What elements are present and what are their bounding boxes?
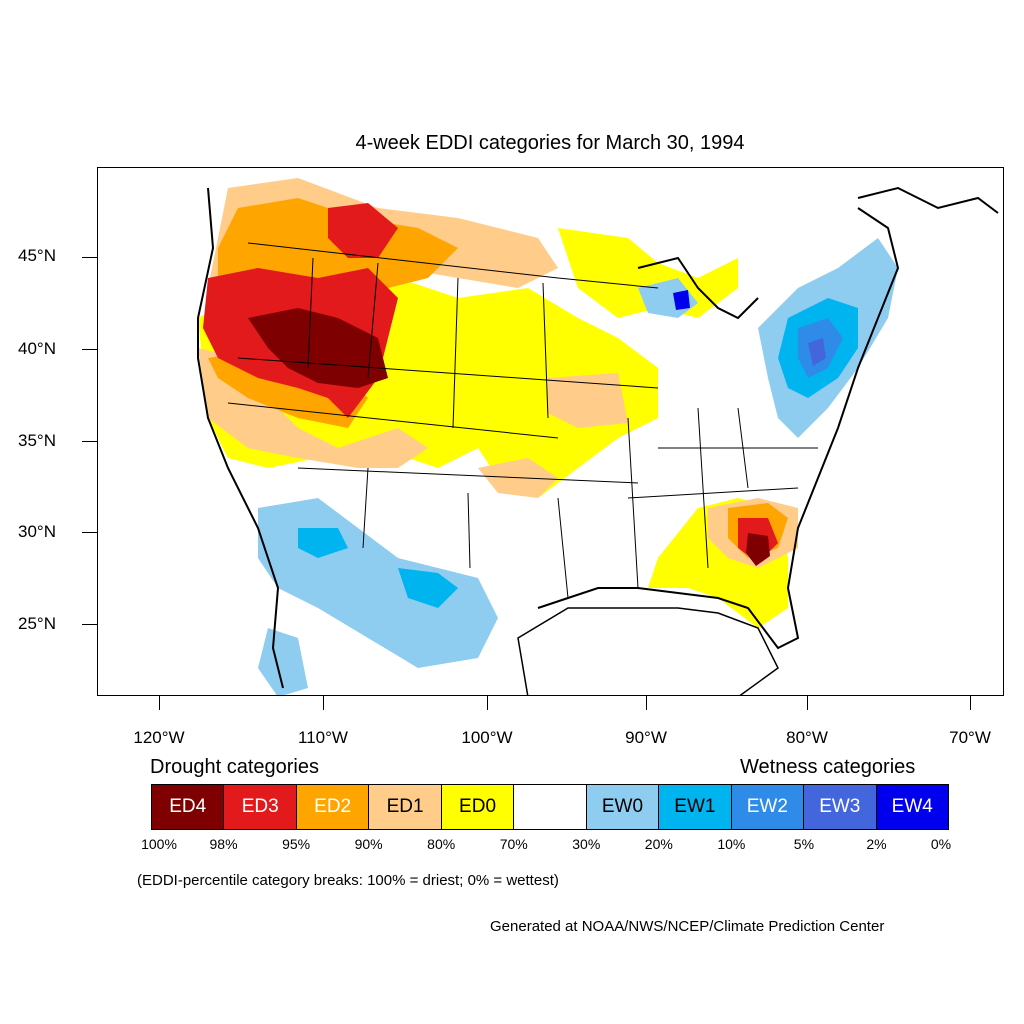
ed0-region-northern <box>558 228 738 318</box>
category-colorbar: ED4 ED3 ED2 ED1 ED0 EW0 EW1 EW2 EW3 EW4 <box>151 784 949 830</box>
percentile-break-label: 90% <box>354 836 383 852</box>
lon-tick-70 <box>970 696 971 710</box>
lat-label-45: 45°N <box>18 246 56 265</box>
lon-label-90: 90°W <box>625 728 667 747</box>
ed4-region-great-basin <box>248 308 388 388</box>
legend-cell-ed3: ED3 <box>224 785 297 829</box>
percentile-break-label: 0% <box>930 836 952 852</box>
percentile-break-label: 70% <box>499 836 528 852</box>
ed3-region-idaho <box>328 203 398 258</box>
lon-tick-80 <box>807 696 808 710</box>
percentile-break-label: 95% <box>282 836 311 852</box>
percentile-break-label: 98% <box>209 836 238 852</box>
ed4-region-carolina <box>746 533 770 566</box>
coastlines <box>197 186 999 689</box>
map-panel <box>97 167 1004 696</box>
percentile-break-label: 80% <box>427 836 456 852</box>
percentile-break-label: 30% <box>572 836 601 852</box>
lon-tick-100 <box>487 696 488 710</box>
ew0-region-mexico <box>258 628 308 695</box>
percentile-break-label: 2% <box>866 836 887 852</box>
percentile-break-label: 100% <box>141 836 177 852</box>
legend-cell-ed1: ED1 <box>369 785 442 829</box>
percentile-break-label: 20% <box>644 836 673 852</box>
lon-label-80: 80°W <box>786 728 828 747</box>
legend-cell-ew0: EW0 <box>586 785 660 829</box>
lat-tick-35 <box>82 441 97 442</box>
legend-cell-neutral <box>514 785 587 829</box>
lat-tick-30 <box>82 532 97 533</box>
legend-cell-ed0: ED0 <box>441 785 515 829</box>
state-boundaries <box>227 242 818 599</box>
legend-cell-ew1: EW1 <box>659 785 732 829</box>
lon-label-120: 120°W <box>133 728 185 747</box>
drought-categories-heading: Drought categories <box>150 756 319 778</box>
lat-tick-25 <box>82 624 97 625</box>
lat-label-35: 35°N <box>18 431 56 450</box>
ew1-region-texas <box>398 568 458 608</box>
legend-cell-ed2: ED2 <box>296 785 370 829</box>
ew1-region-arizona <box>298 528 348 558</box>
lon-label-110: 110°W <box>298 728 348 747</box>
lat-tick-45 <box>82 257 97 258</box>
legend-cell-ew4: EW4 <box>876 785 948 829</box>
ed1-region-west <box>198 348 428 468</box>
percentile-break-label: 10% <box>717 836 746 852</box>
category-note: (EDDI-percentile category breaks: 100% =… <box>137 872 559 889</box>
eddi-map <box>197 172 999 695</box>
legend-cell-ed4: ED4 <box>152 785 225 829</box>
gulf-of-mexico <box>517 607 779 695</box>
lat-label-40: 40°N <box>18 339 56 358</box>
lat-tick-40 <box>82 349 97 350</box>
lon-label-100: 100°W <box>461 728 513 747</box>
legend-cell-ew3: EW3 <box>804 785 877 829</box>
lon-tick-90 <box>646 696 647 710</box>
ew3-region-northeast <box>808 338 826 366</box>
percentile-break-label: 5% <box>793 836 815 852</box>
lat-label-25: 25°N <box>18 614 56 633</box>
lon-tick-110 <box>323 696 324 710</box>
ed1-region-iowa <box>548 373 628 428</box>
lat-label-30: 30°N <box>18 522 56 541</box>
lon-label-70: 70°W <box>949 728 991 747</box>
credit-line: Generated at NOAA/NWS/NCEP/Climate Predi… <box>490 918 885 935</box>
wetness-categories-heading: Wetness categories <box>740 756 916 778</box>
map-title: 4-week EDDI categories for March 30, 199… <box>355 132 745 154</box>
lon-tick-120 <box>159 696 160 710</box>
legend-cell-ew2: EW2 <box>731 785 805 829</box>
ew4-region-lake-superior <box>673 290 690 310</box>
